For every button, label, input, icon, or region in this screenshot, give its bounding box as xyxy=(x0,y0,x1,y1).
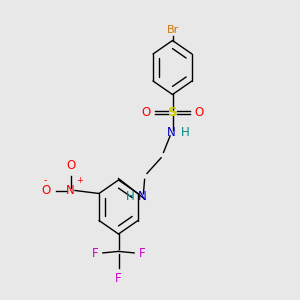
Text: F: F xyxy=(92,247,98,260)
Text: N: N xyxy=(167,126,176,140)
Text: H: H xyxy=(126,190,135,203)
Text: S: S xyxy=(168,106,177,119)
Text: -: - xyxy=(44,175,47,185)
Text: H: H xyxy=(181,126,190,140)
Text: O: O xyxy=(66,159,75,172)
Text: +: + xyxy=(76,176,83,185)
Text: F: F xyxy=(139,247,145,260)
Text: Br: Br xyxy=(167,25,178,35)
Text: N: N xyxy=(138,190,147,203)
Text: N: N xyxy=(66,184,75,197)
Text: O: O xyxy=(194,106,204,119)
Text: O: O xyxy=(41,184,50,197)
Text: F: F xyxy=(115,272,122,285)
Text: O: O xyxy=(141,106,151,119)
